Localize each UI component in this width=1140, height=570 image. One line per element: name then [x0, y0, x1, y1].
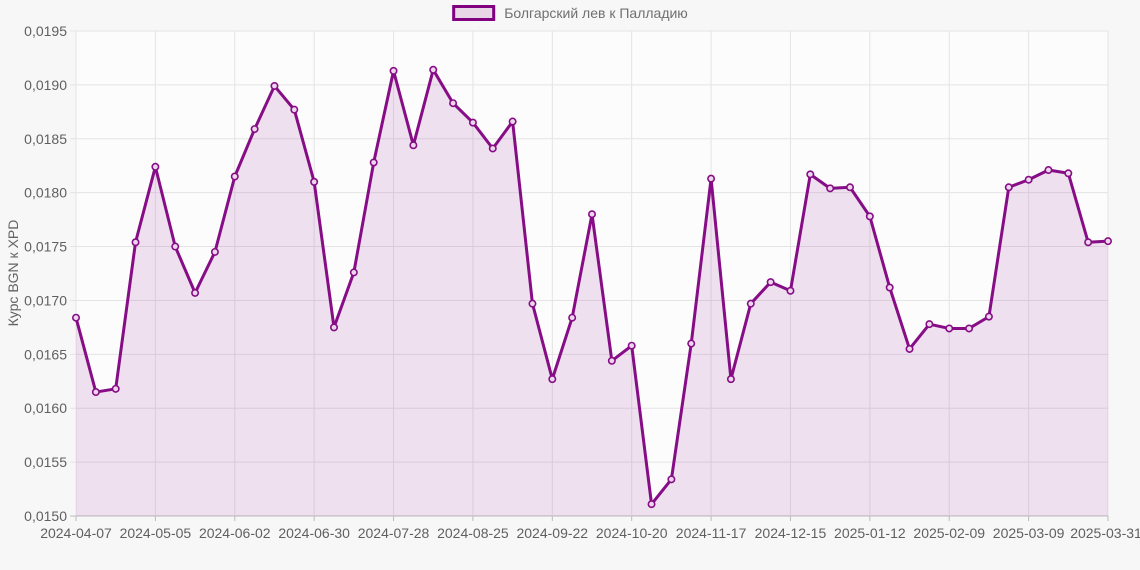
data-point-marker[interactable] [151, 162, 160, 171]
data-point-marker[interactable] [250, 125, 259, 134]
data-point-marker[interactable] [171, 242, 180, 251]
x-tick-label: 2024-08-25 [437, 525, 509, 541]
data-point-marker[interactable] [746, 299, 755, 308]
x-tick-label: 2025-03-31 [1070, 525, 1140, 541]
data-point-marker[interactable] [548, 375, 557, 384]
data-point-marker[interactable] [310, 177, 319, 186]
data-point-marker[interactable] [826, 184, 835, 193]
data-point-marker[interactable] [1064, 169, 1073, 178]
data-point-marker[interactable] [568, 313, 577, 322]
data-point-marker[interactable] [647, 500, 656, 509]
data-point-marker[interactable] [587, 210, 596, 219]
data-point-marker[interactable] [111, 384, 120, 393]
x-tick-label: 2024-10-20 [596, 525, 668, 541]
data-point-marker[interactable] [528, 299, 537, 308]
data-point-marker[interactable] [389, 66, 398, 75]
data-point-marker[interactable] [508, 117, 517, 126]
x-tick-label: 2024-05-05 [120, 525, 192, 541]
data-point-marker[interactable] [131, 238, 140, 247]
x-tick-label: 2024-04-07 [40, 525, 112, 541]
data-point-marker[interactable] [766, 278, 775, 287]
data-point-marker[interactable] [449, 99, 458, 108]
y-tick-label: 0,0160 [24, 400, 67, 416]
y-tick-label: 0,0185 [24, 131, 67, 147]
data-point-marker[interactable] [984, 312, 993, 321]
x-tick-label: 2025-02-09 [913, 525, 985, 541]
y-tick-label: 0,0155 [24, 454, 67, 470]
data-point-marker[interactable] [885, 283, 894, 292]
data-point-marker[interactable] [1084, 238, 1093, 247]
y-axis-title: Курс BGN к XPD [5, 219, 21, 327]
y-tick-label: 0,0175 [24, 239, 67, 255]
data-point-marker[interactable] [468, 118, 477, 127]
data-point-marker[interactable] [191, 288, 200, 297]
data-point-marker[interactable] [667, 475, 676, 484]
data-point-marker[interactable] [1004, 183, 1013, 192]
x-tick-label: 2025-03-09 [993, 525, 1065, 541]
plot-area [76, 31, 1108, 516]
y-tick-label: 0,0190 [24, 77, 67, 93]
legend-item-bgn-xpd[interactable]: Болгарский лев к Палладию [452, 5, 688, 21]
x-tick-label: 2024-09-22 [516, 525, 588, 541]
data-point-marker[interactable] [210, 247, 219, 256]
data-point-marker[interactable] [230, 172, 239, 181]
data-point-marker[interactable] [726, 375, 735, 384]
data-point-marker[interactable] [687, 339, 696, 348]
data-point-marker[interactable] [806, 170, 815, 179]
data-point-marker[interactable] [290, 105, 299, 114]
data-point-marker[interactable] [349, 268, 358, 277]
y-tick-label: 0,0165 [24, 346, 67, 362]
series-area [76, 69, 1108, 517]
y-tick-label: 0,0170 [24, 292, 67, 308]
data-point-marker[interactable] [1024, 175, 1033, 184]
data-point-marker[interactable] [1104, 237, 1113, 246]
data-point-marker[interactable] [409, 141, 418, 150]
data-point-marker[interactable] [627, 341, 636, 350]
x-tick-label: 2024-06-02 [199, 525, 271, 541]
data-point-marker[interactable] [429, 65, 438, 74]
data-point-marker[interactable] [905, 344, 914, 353]
x-tick-label: 2024-07-28 [358, 525, 430, 541]
data-point-marker[interactable] [707, 174, 716, 183]
data-point-marker[interactable] [945, 324, 954, 333]
data-point-marker[interactable] [91, 388, 100, 397]
data-point-marker[interactable] [270, 81, 279, 90]
legend-label: Болгарский лев к Палладию [504, 5, 688, 21]
data-point-marker[interactable] [329, 323, 338, 332]
data-point-marker[interactable] [607, 356, 616, 365]
x-tick-label: 2025-01-12 [834, 525, 906, 541]
data-point-marker[interactable] [865, 212, 874, 221]
x-tick-label: 2024-11-17 [676, 525, 747, 541]
data-point-marker[interactable] [925, 320, 934, 329]
x-tick-label: 2024-12-15 [755, 525, 827, 541]
data-point-marker[interactable] [1044, 166, 1053, 175]
data-point-marker[interactable] [786, 286, 795, 295]
data-point-marker[interactable] [965, 324, 974, 333]
data-point-marker[interactable] [72, 313, 81, 322]
y-tick-label: 0,0150 [24, 508, 67, 524]
legend-swatch [452, 5, 496, 21]
data-point-marker[interactable] [369, 158, 378, 167]
y-tick-label: 0,0195 [24, 23, 67, 39]
data-point-marker[interactable] [488, 144, 497, 153]
data-point-marker[interactable] [845, 183, 854, 192]
y-tick-label: 0,0180 [24, 185, 67, 201]
x-tick-label: 2024-06-30 [278, 525, 350, 541]
